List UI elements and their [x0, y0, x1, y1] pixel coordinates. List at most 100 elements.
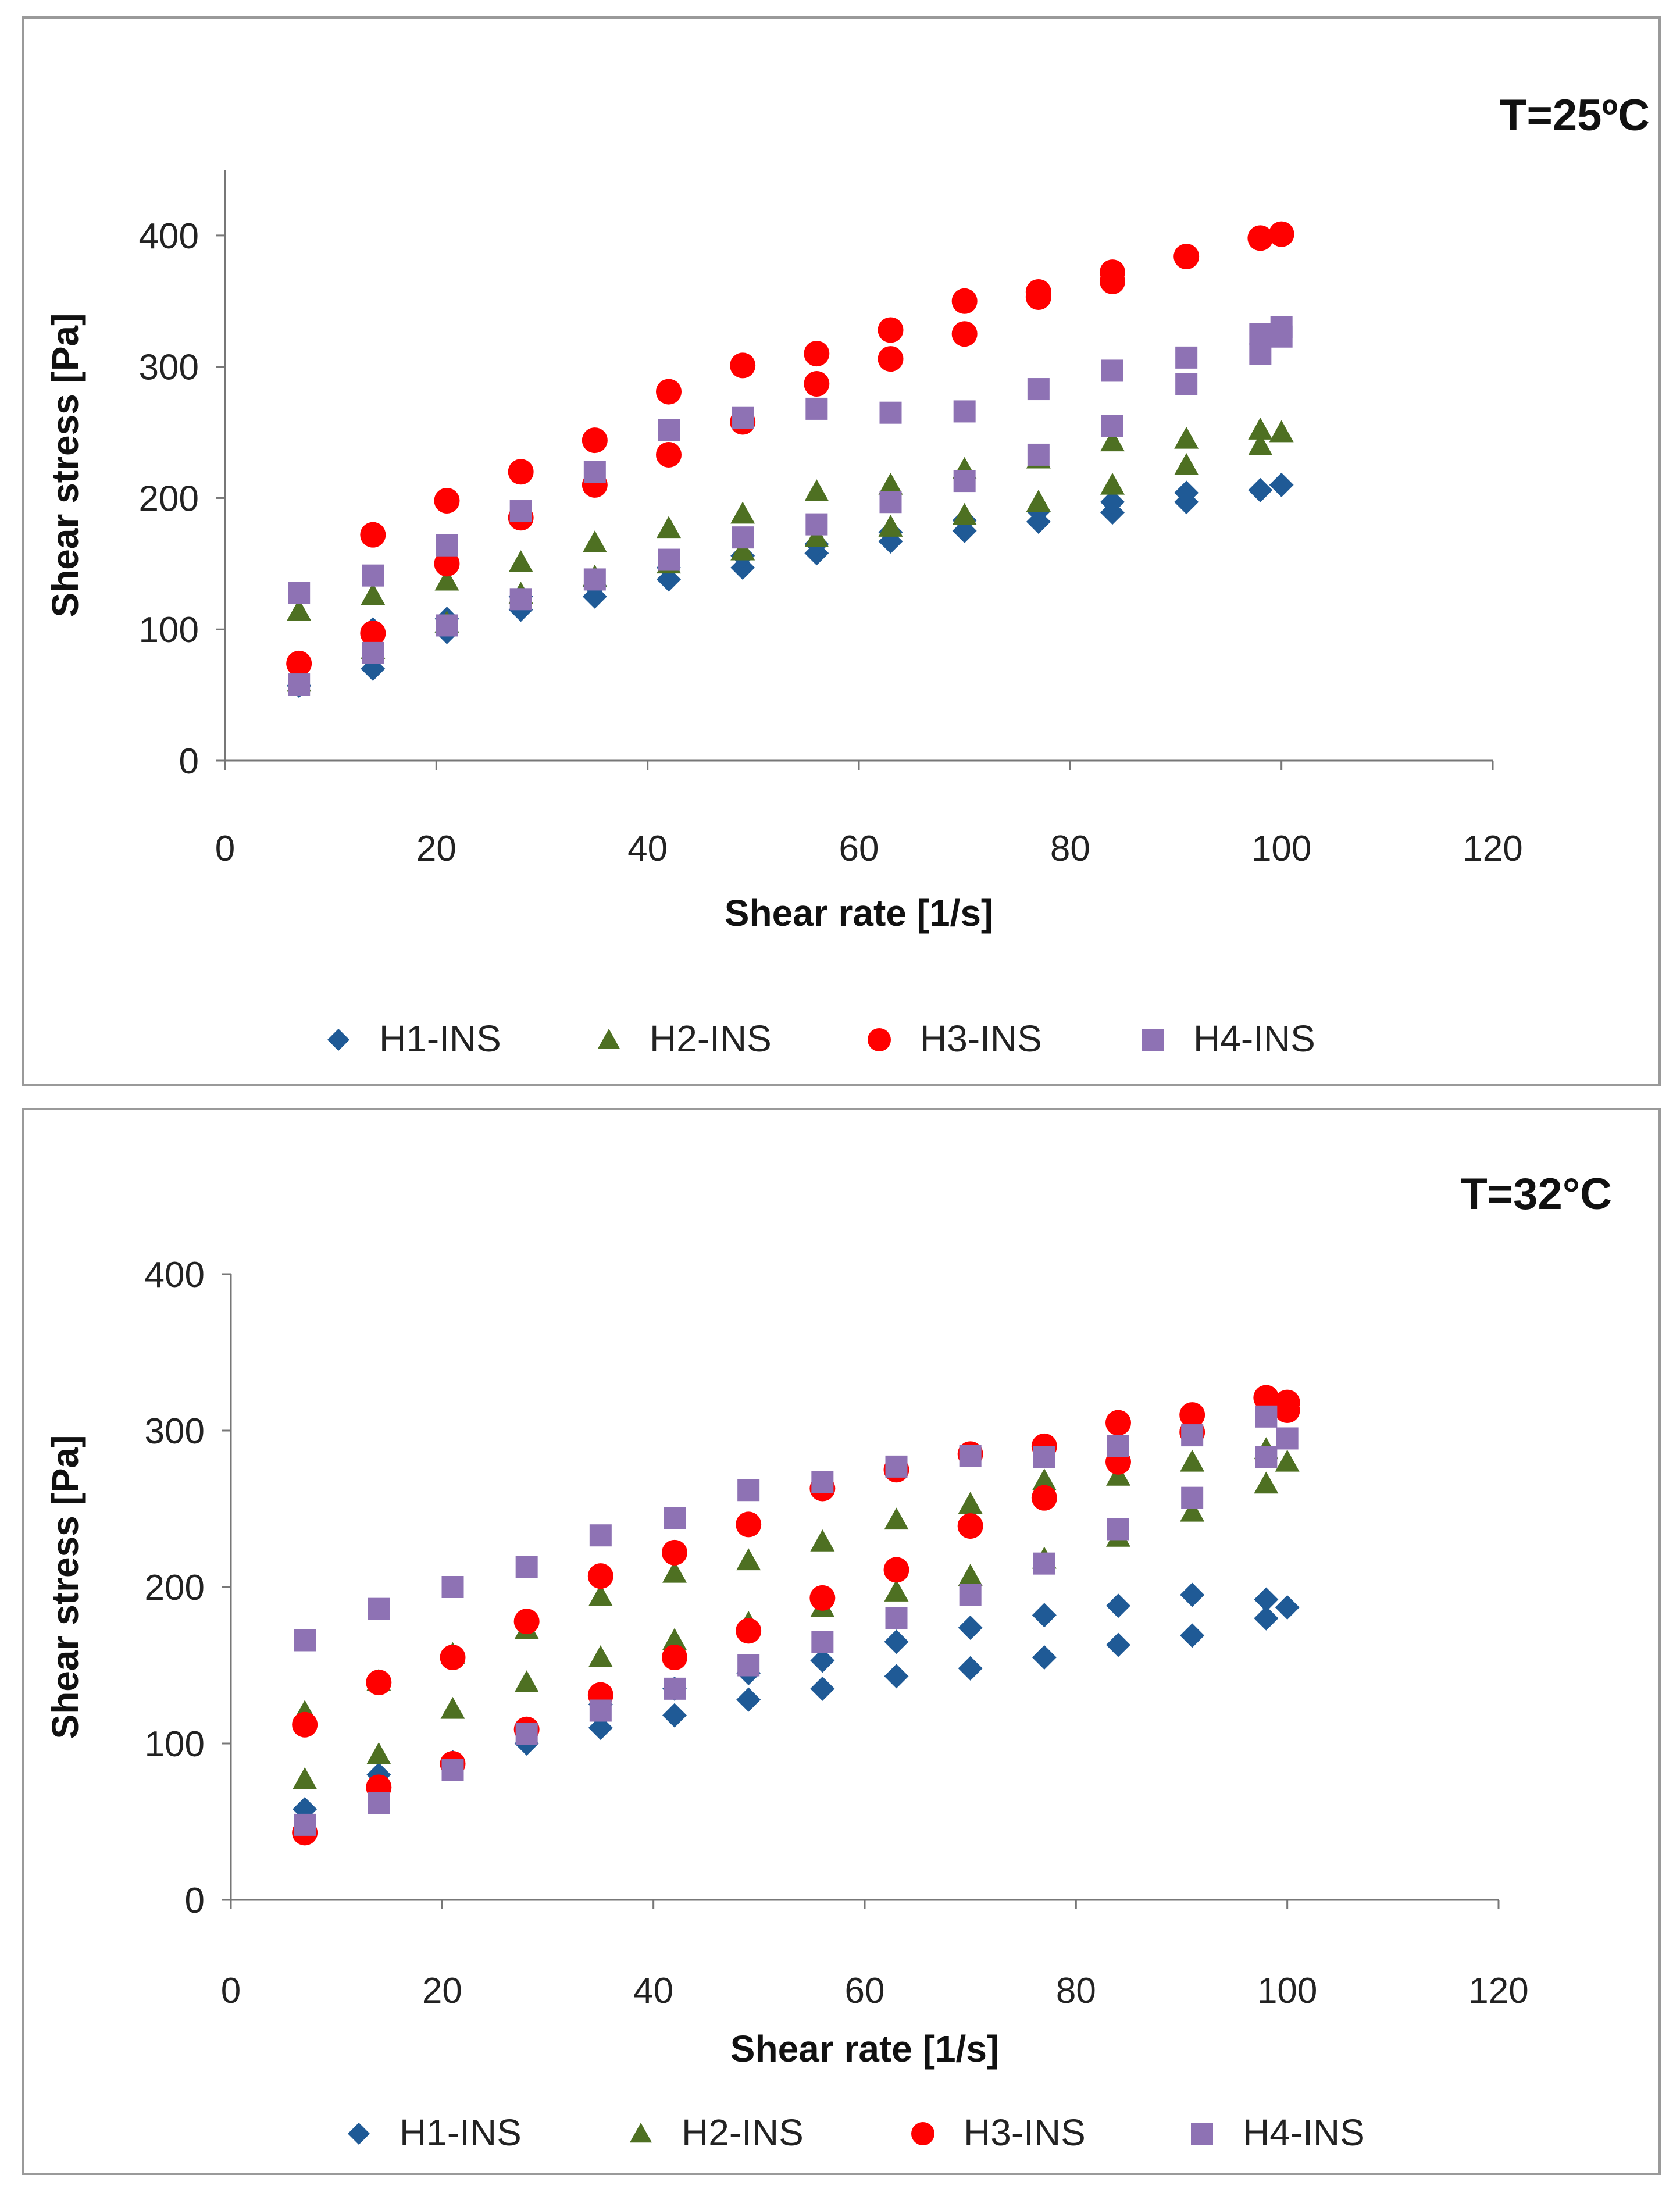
data-point — [658, 419, 680, 441]
data-point — [736, 1618, 762, 1644]
y-tick-label: 400 — [139, 216, 199, 256]
data-point — [804, 479, 829, 501]
data-point — [1180, 1449, 1205, 1472]
data-point — [436, 534, 458, 557]
data-point — [362, 564, 384, 587]
data-point — [730, 538, 755, 561]
data-point — [878, 515, 903, 537]
legend-marker — [348, 2123, 370, 2145]
data-point — [434, 568, 459, 591]
data-point — [1100, 429, 1125, 452]
x-tick-label: 20 — [422, 1971, 462, 2011]
legend-label: H3-INS — [964, 2112, 1086, 2153]
data-point — [1254, 1471, 1279, 1494]
data-point — [953, 470, 976, 493]
data-point — [1180, 1582, 1205, 1607]
data-point — [1106, 1593, 1130, 1618]
data-point — [1269, 420, 1294, 443]
series-h4-ins — [294, 1405, 1299, 1836]
data-point — [294, 1813, 316, 1836]
data-point — [292, 1711, 318, 1738]
data-point — [1253, 1385, 1279, 1411]
data-point — [513, 1609, 540, 1635]
temperature-label: T=32°C — [1460, 1169, 1612, 1219]
data-point — [656, 379, 682, 405]
data-point — [360, 620, 386, 646]
data-point — [1247, 225, 1274, 251]
data-point — [360, 522, 386, 548]
data-point — [664, 1677, 686, 1700]
data-point — [1027, 378, 1050, 401]
chart-panel-25c: 0 100 200 300 400 0 20 40 60 80 100 120 Shear rate [… — [22, 16, 1661, 1086]
data-point — [730, 501, 755, 524]
data-point — [736, 1511, 762, 1538]
data-point — [1173, 244, 1200, 270]
data-point — [1249, 343, 1272, 365]
data-point — [805, 513, 828, 536]
data-point — [582, 427, 608, 454]
data-point — [288, 673, 311, 696]
data-point — [737, 1654, 760, 1677]
data-point — [804, 341, 830, 367]
y-tick-label: 300 — [145, 1411, 205, 1452]
x-tick-label: 60 — [839, 829, 879, 869]
data-point — [736, 1687, 761, 1712]
data-point — [658, 548, 680, 571]
data-point — [583, 461, 606, 483]
x-tick-label: 0 — [215, 829, 235, 869]
data-point — [1248, 433, 1273, 455]
data-point — [958, 1656, 983, 1681]
data-point — [441, 1576, 464, 1598]
data-point — [1274, 1389, 1300, 1415]
data-point — [959, 1584, 982, 1606]
data-point — [583, 568, 606, 591]
data-point — [1180, 1623, 1205, 1648]
legend-label: H3-INS — [920, 1018, 1042, 1060]
data-point — [1276, 1427, 1299, 1450]
data-point — [361, 583, 386, 605]
legend-marker — [630, 2123, 652, 2143]
data-point — [1032, 1645, 1057, 1670]
data-point — [732, 526, 754, 549]
data-point — [294, 1629, 316, 1652]
data-point — [1275, 1595, 1300, 1620]
data-point — [1255, 1405, 1278, 1428]
data-point — [951, 288, 978, 314]
data-point — [1026, 490, 1051, 512]
data-point — [1174, 453, 1199, 475]
data-point — [1269, 472, 1294, 497]
data-point — [883, 1557, 909, 1583]
data-point — [810, 1529, 835, 1552]
x-tick-label: 100 — [1257, 1971, 1317, 2011]
data-point — [1033, 1446, 1055, 1468]
y-tick-label: 100 — [139, 610, 199, 650]
data-point — [1174, 480, 1199, 505]
data-point — [878, 317, 904, 343]
data-point — [878, 472, 903, 495]
data-point — [1175, 373, 1198, 395]
legend-label: H4-INS — [1193, 1018, 1315, 1060]
data-point — [362, 641, 384, 664]
x-tick-label: 100 — [1251, 829, 1311, 869]
data-point — [588, 1584, 613, 1606]
data-point — [736, 1548, 761, 1571]
series-h4-ins — [288, 316, 1293, 696]
legend-marker — [1191, 2123, 1213, 2145]
data-point — [804, 371, 830, 397]
data-point — [884, 1579, 909, 1602]
legend-marker — [1142, 1029, 1164, 1051]
data-point — [440, 1645, 466, 1671]
x-tick-label: 120 — [1468, 1971, 1528, 2011]
data-point — [587, 1563, 613, 1589]
data-point — [730, 352, 756, 379]
data-point — [878, 346, 904, 372]
y-axis-title: Shear stress [Pa] — [44, 313, 86, 618]
data-point — [811, 1471, 834, 1493]
series-h1-ins — [293, 1582, 1300, 1821]
data-point — [436, 614, 458, 637]
legend-marker — [327, 1029, 349, 1051]
data-point — [879, 491, 902, 514]
data-point — [508, 459, 534, 485]
x-tick-label: 40 — [633, 1971, 673, 2011]
y-tick-label: 0 — [185, 1881, 205, 1921]
